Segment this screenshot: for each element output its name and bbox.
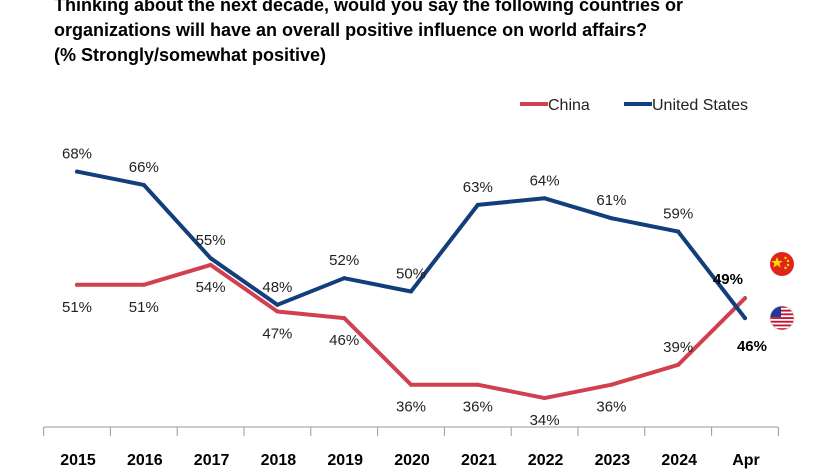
data-label: 34% bbox=[530, 412, 560, 429]
data-label: 36% bbox=[463, 399, 493, 416]
legend-item-china: China bbox=[520, 97, 590, 114]
data-label: 55% bbox=[196, 232, 226, 249]
data-point bbox=[542, 396, 547, 401]
chart-title-line-2: organizations will have an overall posit… bbox=[54, 20, 648, 40]
data-label: 46% bbox=[737, 338, 767, 355]
data-label: 52% bbox=[329, 252, 359, 269]
data-point bbox=[409, 382, 413, 387]
data-point bbox=[409, 289, 413, 294]
data-point bbox=[609, 216, 614, 221]
data-label: 51% bbox=[62, 299, 92, 316]
data-point bbox=[676, 362, 681, 367]
legend-item-united-states: United States bbox=[624, 97, 748, 114]
data-label: 61% bbox=[596, 192, 626, 209]
us-flag-stripe bbox=[770, 320, 794, 323]
chart-title-line-1: Thinking about the next decade, would yo… bbox=[54, 0, 684, 15]
x-tick-label: 2018 bbox=[261, 452, 297, 469]
us-flag-stripe bbox=[770, 328, 794, 330]
chart-title: Thinking about the next decade, would yo… bbox=[54, 0, 834, 68]
x-tick-label: 2015 bbox=[60, 452, 96, 469]
x-tick-label: 2022 bbox=[528, 452, 564, 469]
data-point bbox=[342, 316, 347, 321]
legend-label: China bbox=[548, 97, 590, 114]
us-flag-stripe bbox=[770, 313, 794, 316]
data-label: 48% bbox=[262, 279, 292, 296]
data-point bbox=[609, 382, 614, 387]
x-tick-label: 2017 bbox=[194, 452, 230, 469]
data-point bbox=[141, 282, 146, 287]
x-tick-label: 2016 bbox=[127, 452, 163, 469]
series-layer bbox=[75, 169, 747, 401]
x-tick-label: 2024 bbox=[661, 452, 697, 469]
data-point bbox=[75, 169, 79, 174]
data-label: 49% bbox=[713, 271, 743, 288]
x-tick-label: 2023 bbox=[595, 452, 631, 469]
us-flag-stripe bbox=[770, 306, 794, 308]
data-label: 64% bbox=[530, 172, 560, 189]
us-flag-stripe bbox=[770, 324, 794, 327]
data-label: 39% bbox=[663, 339, 693, 356]
data-point bbox=[275, 302, 280, 307]
series-line-china bbox=[75, 262, 747, 401]
series-line-united-states bbox=[75, 169, 747, 321]
data-label: 68% bbox=[62, 146, 92, 163]
data-point bbox=[743, 296, 747, 301]
data-label: 54% bbox=[196, 279, 226, 296]
china-flag-disc bbox=[770, 252, 794, 276]
x-axis: 2015 2016 2017 2018 2019 2020 2021 2022 2023 2024… bbox=[43, 426, 779, 469]
data-point bbox=[342, 276, 347, 281]
data-point bbox=[208, 262, 213, 267]
x-tick-label: 2020 bbox=[394, 452, 430, 469]
us-flag-body bbox=[770, 306, 794, 330]
data-labels: 51% 51% 54% 47% 46% 36% 36% 34% 36% 39% 49% 68% 66% 5… bbox=[62, 146, 767, 429]
china-flag-small-star bbox=[786, 259, 790, 263]
china-flag-small-star bbox=[784, 266, 787, 270]
data-label: 63% bbox=[463, 179, 493, 196]
data-point bbox=[208, 256, 213, 261]
data-label: 50% bbox=[396, 266, 426, 283]
x-tick-label: Apr bbox=[732, 452, 760, 469]
china-flag-small-star bbox=[786, 263, 790, 267]
data-label: 51% bbox=[129, 299, 159, 316]
data-point bbox=[475, 202, 480, 207]
legend-label: United States bbox=[652, 97, 748, 114]
china-flag-icon bbox=[770, 252, 794, 276]
data-label: 47% bbox=[262, 325, 292, 342]
legend: China United States bbox=[520, 97, 748, 114]
flags bbox=[769, 252, 795, 331]
chart-subtitle: (% Strongly/somewhat positive) bbox=[54, 45, 327, 65]
data-point bbox=[141, 182, 146, 187]
data-point bbox=[676, 229, 681, 234]
us-flag-outline bbox=[769, 305, 795, 331]
china-flag-star bbox=[771, 257, 783, 268]
data-label: 36% bbox=[596, 399, 626, 416]
data-label: 66% bbox=[129, 159, 159, 176]
x-tick-label: 2019 bbox=[327, 452, 363, 469]
us-flag-icon bbox=[769, 305, 795, 331]
data-label: 36% bbox=[396, 399, 426, 416]
data-point bbox=[743, 316, 747, 321]
us-flag-stripe bbox=[770, 317, 794, 319]
data-label: 59% bbox=[663, 206, 693, 223]
us-flag-stripe bbox=[770, 309, 794, 312]
data-label: 46% bbox=[329, 332, 359, 349]
data-point bbox=[275, 309, 280, 314]
china-flag-small-star bbox=[784, 256, 787, 260]
data-point bbox=[475, 382, 480, 387]
x-tick-label: 2021 bbox=[461, 452, 497, 469]
data-point bbox=[542, 196, 547, 201]
data-point bbox=[75, 282, 79, 287]
us-flag-canton bbox=[770, 306, 781, 317]
